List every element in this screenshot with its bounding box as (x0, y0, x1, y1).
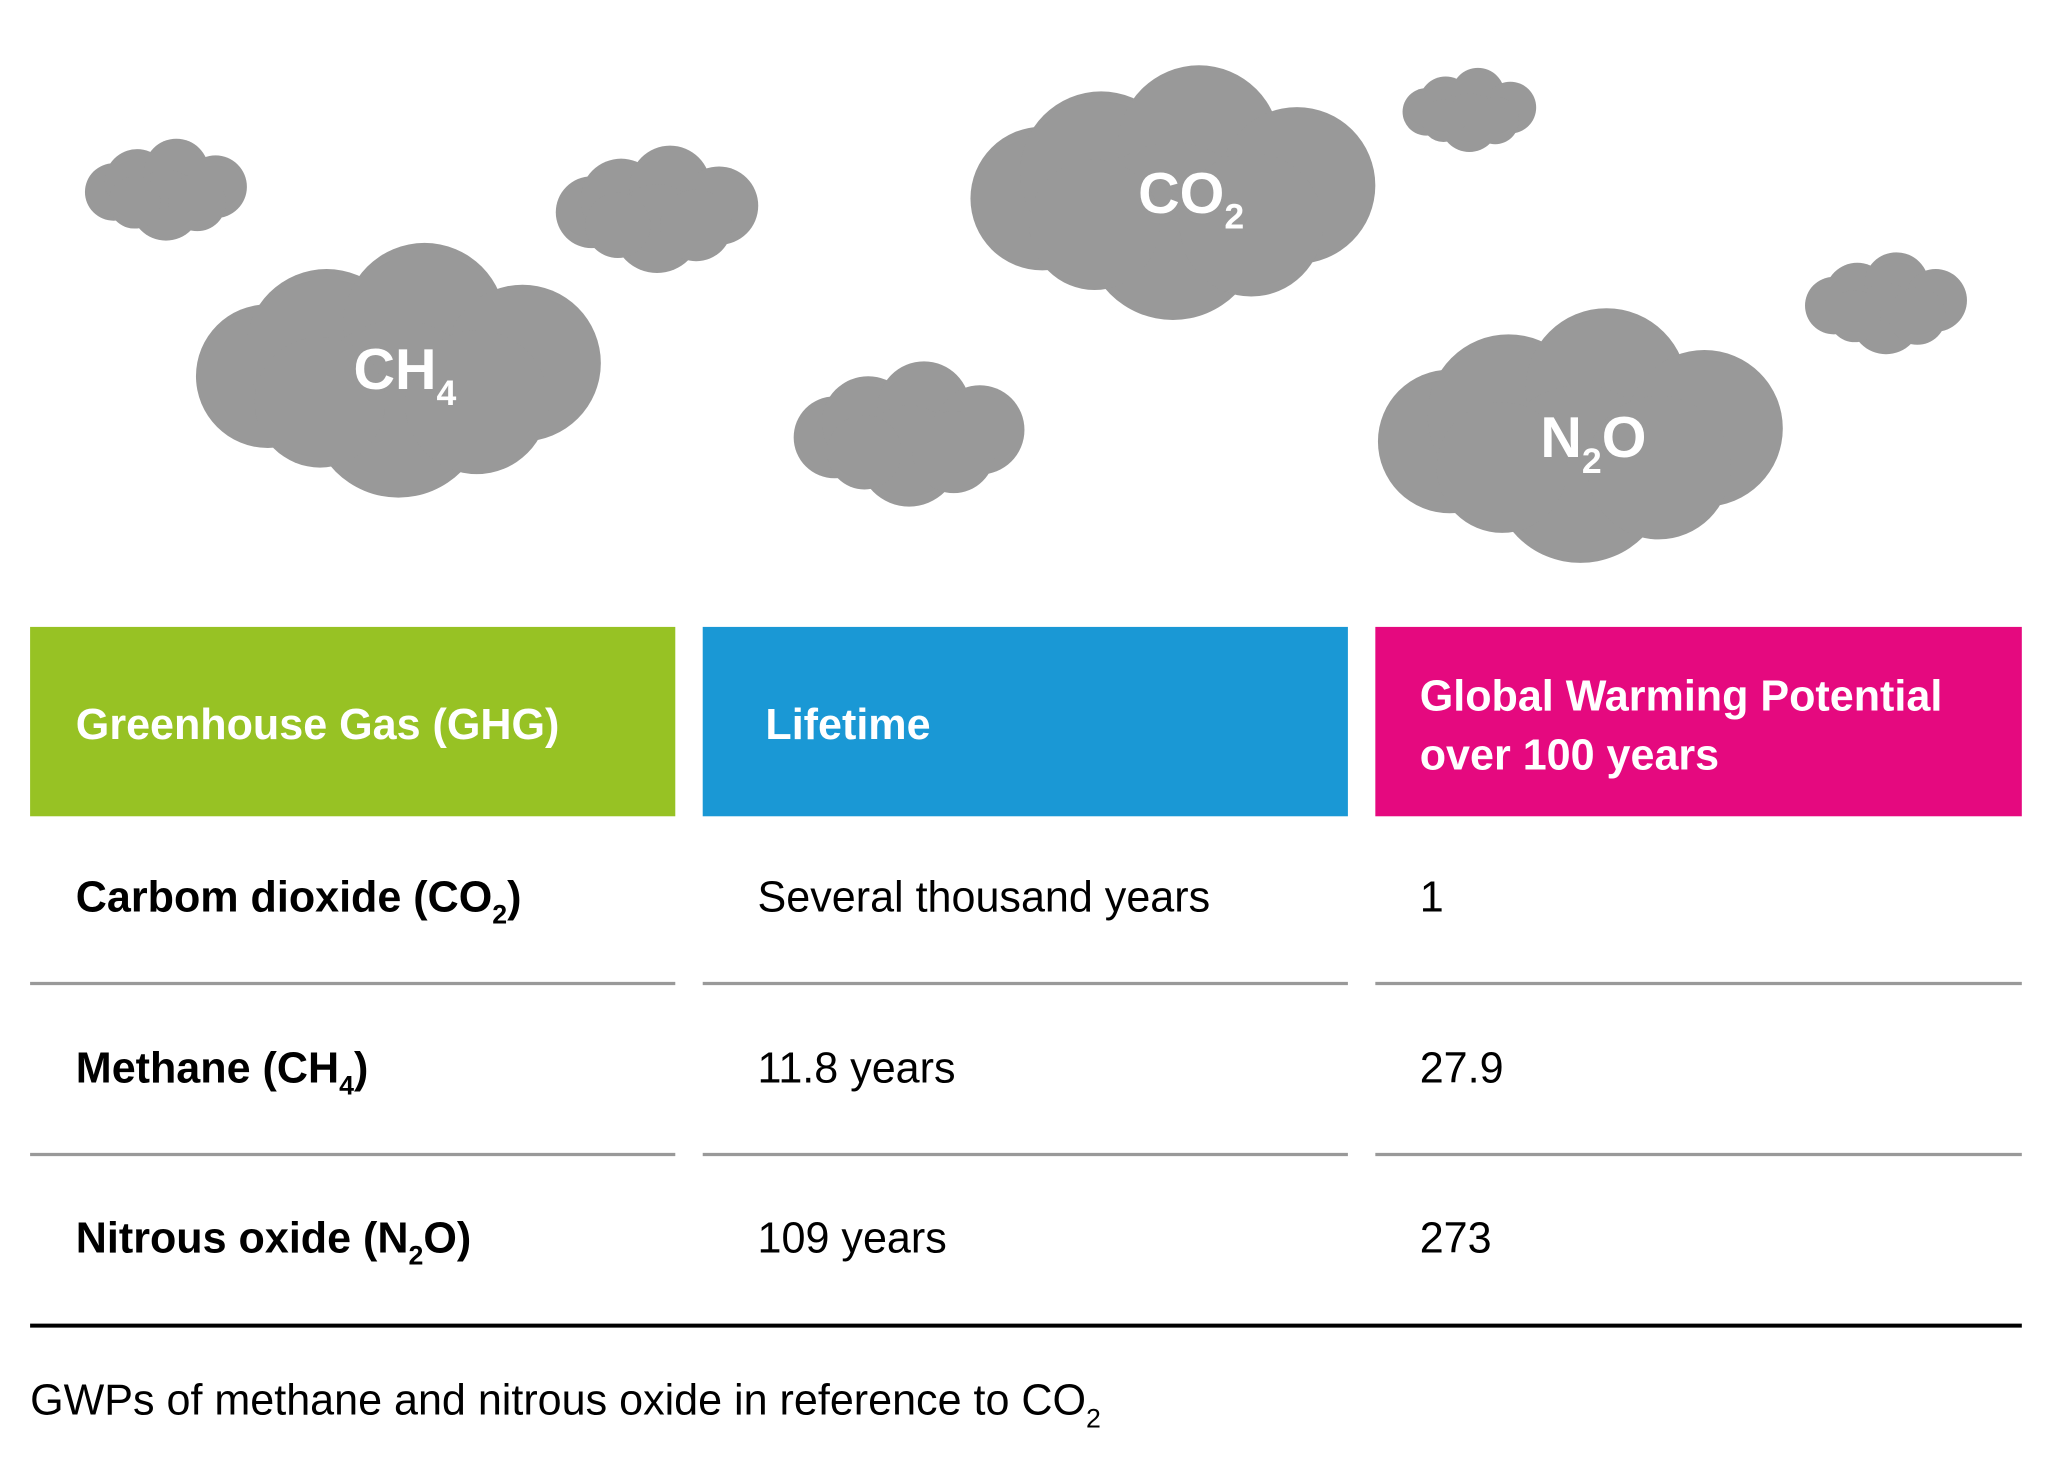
text-segment: Nitrous oxide (N (76, 1215, 409, 1263)
row-label: Nitrous oxide (N2O) (76, 1215, 471, 1271)
cloud (793, 361, 1025, 507)
cloud (1805, 252, 1967, 355)
cloud-part (1421, 98, 1466, 143)
header-cell (702, 626, 1348, 817)
cloud-part (660, 189, 733, 262)
subscript: 2 (1224, 197, 1244, 237)
cloud-part (1828, 289, 1881, 343)
cloud-label: N2O (1540, 406, 1646, 481)
cloud-part (404, 330, 549, 475)
row-label: Carbom dioxide (CO2) (76, 874, 522, 930)
cloud (84, 138, 247, 241)
header-text: Global Warming Potential (1420, 672, 1943, 720)
cloud-label: CH4 (354, 338, 457, 413)
cell-text: Several thousand years (758, 874, 1211, 922)
subscript: 4 (437, 373, 457, 413)
subscript: 2 (408, 1240, 423, 1270)
text-segment: CO (1138, 162, 1224, 226)
cloud-part (585, 192, 651, 258)
header-text: Greenhouse Gas (GHG) (76, 701, 560, 749)
header-cell (30, 626, 676, 817)
cloud-part (912, 411, 995, 494)
cloud-part (1586, 395, 1731, 540)
subscript: 4 (339, 1070, 354, 1100)
cloud-part (1179, 152, 1324, 297)
text-segment: O (1602, 406, 1647, 470)
cloud-part (108, 176, 161, 229)
header-cell (1375, 626, 2022, 817)
cloud-part (1888, 287, 1947, 345)
cloud-label: CO2 (1138, 162, 1244, 237)
text-segment: Methane (CH (76, 1045, 339, 1093)
cell-text: 11.8 years (758, 1045, 956, 1093)
header-text: Lifetime (765, 701, 930, 749)
cloud-part (168, 173, 227, 232)
subscript: 2 (1582, 441, 1602, 481)
cloud-part (1436, 402, 1568, 533)
cell-text: 1 (1420, 874, 1444, 922)
text-segment: ) (354, 1045, 368, 1093)
cloud-part (827, 414, 902, 490)
cell-text: 27.9 (1420, 1045, 1504, 1093)
cloud (195, 242, 601, 498)
cloud (1377, 308, 1783, 563)
row-label: Methane (CH4) (76, 1045, 369, 1101)
footnote: GWPs of methane and nitrous oxide in ref… (30, 1376, 1101, 1433)
subscript: 2 (1086, 1404, 1101, 1434)
text-segment: O) (423, 1215, 471, 1263)
cloud (1402, 67, 1537, 152)
text-segment: ) (507, 874, 521, 922)
cell-text: 109 years (758, 1215, 947, 1263)
cloud-part (1029, 159, 1160, 290)
header-text: over 100 years (1420, 731, 1719, 779)
subscript: 2 (492, 899, 507, 929)
cloud (555, 145, 759, 273)
text-segment: CH (354, 338, 437, 402)
text-segment: N (1540, 406, 1582, 470)
text-segment: Carbom dioxide (CO (76, 874, 492, 922)
text-segment: GWPs of methane and nitrous oxide in ref… (30, 1376, 1086, 1424)
cloud (970, 65, 1376, 320)
cloud-part (254, 336, 386, 468)
cloud-part (1471, 96, 1519, 145)
cell-text: 273 (1420, 1215, 1492, 1263)
